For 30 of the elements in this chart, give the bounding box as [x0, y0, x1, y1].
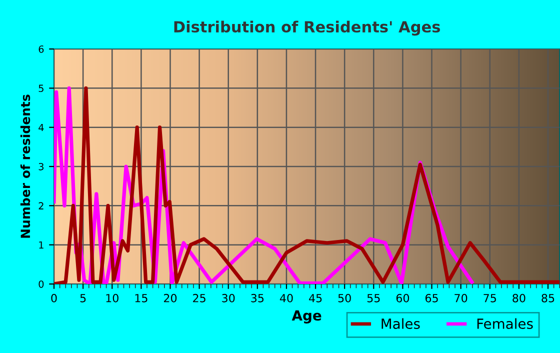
x-tick-label: 80 — [512, 294, 526, 302]
x-tick-label: 40 — [280, 294, 293, 302]
x-tick-label: 45 — [309, 294, 322, 302]
legend-label: Males — [382, 318, 420, 329]
y-tick-label: 2 — [38, 202, 44, 210]
x-tick-label: 30 — [222, 294, 235, 302]
x-tick-label: 20 — [164, 294, 177, 302]
chart-title: Distribution of Residents' Ages — [174, 20, 440, 36]
y-tick-label: 3 — [38, 162, 44, 170]
x-tick-label: 15 — [135, 294, 148, 302]
x-tick-label: 70 — [454, 294, 468, 302]
x-tick-label: 85 — [542, 294, 554, 302]
x-tick-label: 0 — [51, 294, 57, 302]
x-tick-label: 10 — [106, 294, 118, 302]
x-tick-label: 35 — [251, 294, 264, 302]
x-tick-label: 60 — [396, 294, 410, 302]
x-tick-label: 55 — [367, 294, 380, 302]
x-tick-label: 50 — [338, 294, 351, 302]
y-tick-label: 5 — [38, 84, 44, 92]
x-tick-label: 25 — [193, 294, 206, 302]
x-tick-label: 5 — [80, 294, 86, 302]
y-tick-label: 6 — [38, 45, 44, 53]
x-tick-label: 65 — [425, 294, 438, 302]
y-axis-title: Number of residents — [20, 94, 30, 238]
y-tick-label: 1 — [39, 241, 44, 249]
x-tick-label: 75 — [484, 294, 496, 302]
x-axis-title: Age — [292, 310, 322, 324]
y-tick-label: 0 — [38, 280, 44, 288]
legend-label: Females — [477, 318, 533, 329]
y-tick-label: 4 — [38, 124, 44, 132]
